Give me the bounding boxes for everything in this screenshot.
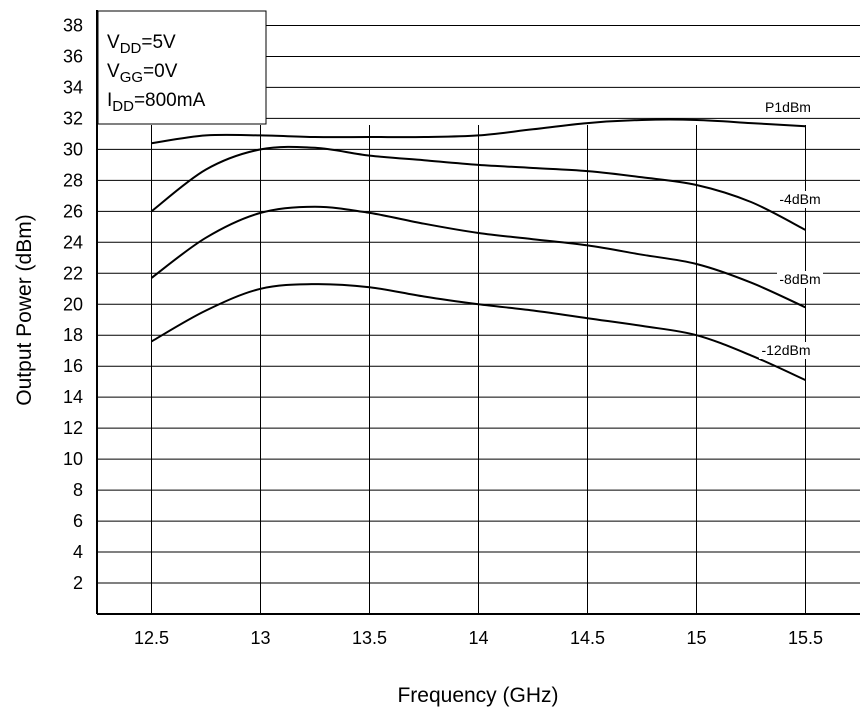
y-axis-title: Output Power (dBm) <box>13 214 36 405</box>
y-tick-label: 2 <box>73 573 83 593</box>
x-tick-label: 14.5 <box>570 628 605 648</box>
x-tick-label: 13.5 <box>352 628 387 648</box>
series-line-4 <box>151 283 806 382</box>
y-tick-label: 28 <box>63 170 83 190</box>
series-label-bg <box>765 99 811 116</box>
y-tick-label: 32 <box>63 108 83 128</box>
y-tick-label: 16 <box>63 356 83 376</box>
y-tick-label: 26 <box>63 201 83 221</box>
x-tick-label: 12.5 <box>134 628 169 648</box>
x-tick-label: 15.5 <box>788 628 823 648</box>
series-lines <box>150 118 806 382</box>
series-label-bg <box>777 271 823 288</box>
y-tick-label: 14 <box>63 387 83 407</box>
x-tick-labels: 12.5 13 13.5 14 14.5 15 15.5 <box>134 628 823 648</box>
x-axis-title: Frequency (GHz) <box>397 684 558 707</box>
x-tick-label: 13 <box>250 628 270 648</box>
condition-text: VDD=5V <box>107 32 176 57</box>
series-label: -12dBm <box>761 342 810 358</box>
y-tick-label: 12 <box>63 418 83 438</box>
y-tick-label: 30 <box>63 139 83 159</box>
series-label: -8dBm <box>779 271 820 287</box>
y-tick-label: 10 <box>63 449 83 469</box>
condition-text: IDD=800mA <box>107 90 206 115</box>
series-line-1 <box>151 118 806 145</box>
y-tick-label: 4 <box>73 542 83 562</box>
y-tick-label: 20 <box>63 294 83 314</box>
y-tick-label: 6 <box>73 511 83 531</box>
bias-conditions-box: VDD=5V VGG=0V IDD=800mA <box>97 10 267 125</box>
series-line-3 <box>150 205 806 309</box>
series-label-bg <box>759 342 813 359</box>
y-tick-label: 8 <box>73 480 83 500</box>
plot-frame <box>96 10 860 615</box>
y-tick-label: 18 <box>63 325 83 345</box>
series-line-2 <box>150 145 806 231</box>
y-tick-label: 24 <box>63 232 83 252</box>
y-tick-label: 36 <box>63 46 83 66</box>
y-tick-label: 34 <box>63 77 83 97</box>
condition-text: VGG=0V <box>107 61 178 86</box>
grid-lines <box>97 24 860 614</box>
series-labels: P1dBm -4dBm -8dBm -12dBm <box>759 99 823 359</box>
x-tick-label: 14 <box>468 628 488 648</box>
series-label: P1dBm <box>765 99 811 115</box>
x-tick-label: 15 <box>686 628 706 648</box>
conditions-box-frame <box>97 10 267 125</box>
y-tick-label: 22 <box>63 263 83 283</box>
y-tick-label: 38 <box>63 15 83 35</box>
series-label-bg <box>777 191 823 208</box>
series-label: -4dBm <box>779 191 820 207</box>
